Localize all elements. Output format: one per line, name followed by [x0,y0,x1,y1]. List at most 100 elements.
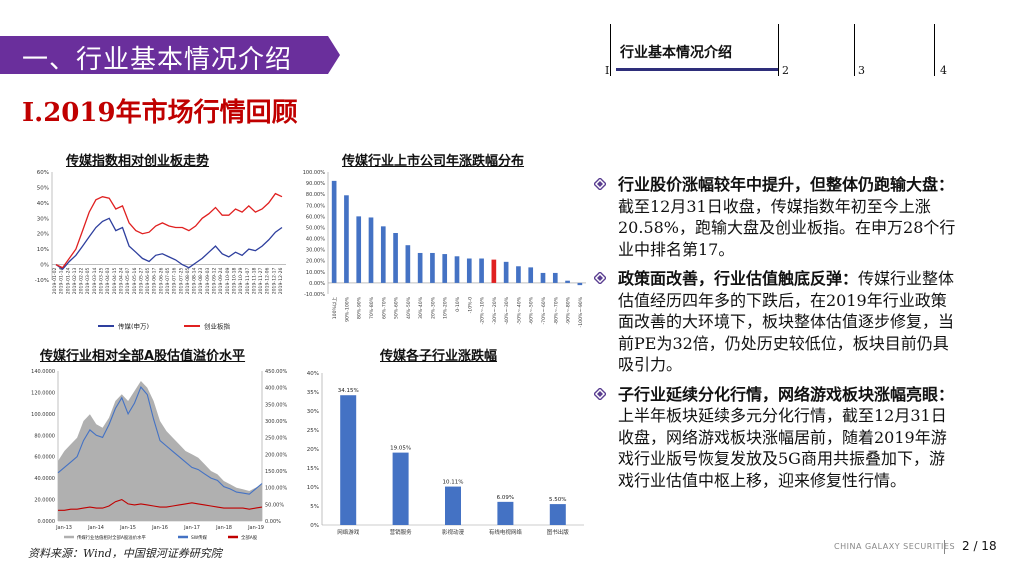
x-tick-label: 2019-07-16 [172,268,178,295]
diamond-bullet-icon [594,272,606,284]
bar [392,452,409,525]
chart-title-subindustry: 传媒各子行业涨跌幅 [380,349,498,364]
legend-label: 传媒行业估值相对全部A股溢价水平 [77,534,146,541]
y-tick-label: 90.00% [306,181,325,187]
y-tick-label: 10% [307,485,319,491]
x-tick-label: 2019-05-16 [132,268,138,295]
x-tick-label: 10%-20% [443,296,449,319]
bar [497,501,514,525]
diamond-bullet-icon [594,387,606,400]
line-series [57,386,263,495]
x-tick-label: 2019-08-05 [185,268,191,295]
bar [368,217,374,283]
x-tick-label: 0-10% [455,296,461,311]
bullet-heading: 子行业延续分化行情，网络游戏板块涨幅亮眼： [618,384,955,404]
x-tick-label: 2019-05-07 [125,268,131,295]
bar [466,258,472,283]
bullet-item: 子行业延续分化行情，网络游戏板块涨幅亮眼：上半年板块延续多元分化行情，截至12月… [594,384,956,492]
x-tick-label: 营销服务 [390,528,413,536]
bar [503,261,509,283]
data-label: 6.09% [497,495,514,501]
y-tick-label: 30% [37,216,49,222]
x-tick-label: 2019-12-17 [271,268,277,295]
x-tick-label: 2019-11-27 [258,268,264,295]
x-tick-label: 2019-09-24 [218,268,224,295]
x-tick-label: 2019-11-07 [245,268,251,295]
y-left-tick-label: 60.0000 [34,455,55,461]
bullet-item: 行业股价涨幅较年中提升，但整体仍跑输大盘： 截至12月31日收盘，传媒指数年初至今… [594,174,956,260]
y-tick-label: 35% [307,390,319,396]
x-tick-label: 2019-11-18 [251,268,257,295]
nav-item-3[interactable]: 3 [858,64,865,77]
y-tick-label: 40.00% [306,237,325,243]
bar [405,245,411,283]
line-chart-index-trend: -10%0%10%20%30%40%50%60%2019-01-02 2019-0… [35,170,286,331]
x-tick-label: 2019-06-05 [145,268,151,295]
y-tick-label: 60.00% [306,214,325,220]
y-tick-label: 25% [307,428,319,434]
y-tick-label: 30.00% [306,248,325,254]
x-tick-label: 2019-10-09 [225,268,231,295]
x-tick-label: 2019-01-02 [52,268,58,295]
x-tick-label: 2019-03-25 [99,268,105,295]
x-tick-label: 2019-12-26 [278,268,284,295]
section-nav: 行业基本情况介绍 I 2 3 4 [600,20,1000,82]
bar [430,252,435,283]
nav-item-2[interactable]: 2 [782,64,789,77]
x-tick-label: Jan-15 [119,525,136,531]
x-tick-label: -50%~-40% [516,296,522,324]
nav-item-4[interactable]: 4 [940,64,947,77]
bullet-body: 截至12月31日收盘，传媒指数年初至今上涨20.58%，跑输大盘及创业板指。在申… [618,196,956,259]
data-label: 19.05% [390,446,411,452]
x-tick-label: 2019-10-29 [238,268,244,295]
y-tick-label: 60% [37,170,49,176]
x-tick-label: Jan-16 [151,525,168,531]
bar [479,258,484,283]
x-tick-label: -10%-0 [467,297,473,314]
bar [393,233,398,283]
page-number: 2 / 18 [962,539,997,553]
nav-item-1[interactable]: I [605,64,610,77]
y-tick-label: 20% [37,232,49,238]
x-tick-label: 20%-30% [430,296,436,319]
nav-active-indicator [616,68,778,71]
data-label: 10.11% [443,480,464,486]
y-tick-label: 10% [37,247,49,253]
chart-title-valuation-premium: 传媒行业相对全部A股估值溢价水平 [40,349,246,364]
x-tick-label: -70%~-60% [541,296,547,324]
section-banner [0,36,340,74]
bar [577,282,583,286]
y-tick-label: 40% [37,201,49,207]
chart-title-index-trend: 传媒指数相对创业板走势 [66,154,210,169]
y-left-tick-label: 100.0000 [31,412,55,418]
page-subtitle: I.2019年市场行情回顾 [22,98,298,128]
x-tick-label: 70%-80% [369,296,375,319]
x-tick-label: 100%以上 [331,297,338,320]
x-tick-label: Jan-14 [87,525,104,531]
x-tick-label: 图书出版 [547,528,570,536]
y-right-tick-label: 200.00% [265,452,287,458]
x-tick-label: 2019-07-25 [178,268,184,295]
x-tick-label: 2019-08-23 [198,268,204,295]
x-tick-label: 2019-06-17 [152,268,158,295]
bar [540,272,546,283]
bullet-heading: 行业股价涨幅较年中提升，但整体仍跑输大盘： [618,175,955,194]
bar [344,195,349,283]
x-tick-label: 2019-05-27 [138,268,144,295]
y-left-tick-label: 80.0000 [34,433,55,439]
x-tick-label: -20%~-10% [480,296,486,324]
y-left-tick-label: 20.0000 [34,498,55,504]
bar [454,256,460,283]
x-tick-label: 40%-50% [406,296,412,319]
x-tick-label: 2019-03-05 [85,268,91,295]
y-left-tick-label: 120.0000 [31,390,55,396]
y-tick-label: 0.00% [309,281,325,287]
x-tick-label: 2019-04-15 [112,268,118,295]
nav-item-active-label[interactable]: 行业基本情况介绍 [620,45,732,61]
x-tick-label: 2019-02-22 [79,268,85,295]
bar [331,180,337,283]
bar [340,395,357,525]
area-chart-valuation-premium: 0.0000 20.0000 40.0000 60.0000 80.0000 100.00… [31,369,287,541]
x-tick-label: 60%-70% [381,296,387,319]
x-tick-label: 2019-01-24 [65,268,71,295]
